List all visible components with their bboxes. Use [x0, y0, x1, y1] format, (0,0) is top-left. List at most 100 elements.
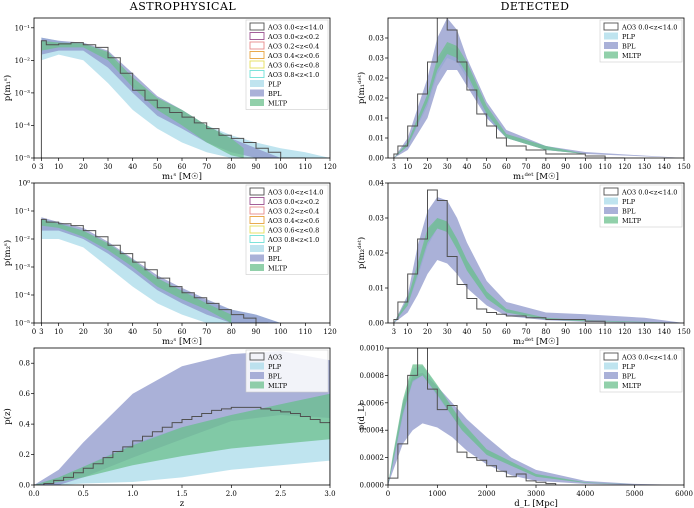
x-tick-label: 110	[299, 328, 312, 336]
y-axis-label: p(m₂ˢ)	[2, 240, 13, 266]
legend-entry: AO3 0.0<z<14.0	[621, 354, 677, 362]
legend-entry: AO3 0.0<z<14.0	[621, 24, 677, 32]
legend-swatch-plp	[604, 362, 618, 370]
legend-swatch	[249, 22, 265, 31]
x-tick-label: 80	[541, 163, 550, 171]
x-tick-label: 40	[128, 328, 137, 336]
legend-swatch	[603, 22, 619, 31]
histogram-ao3	[393, 18, 625, 158]
x-tick-label: 70	[202, 163, 211, 171]
y-tick-label: 0.0004	[360, 427, 385, 435]
legend-entry: BPL	[622, 43, 636, 51]
legend-entry: BPL	[622, 208, 636, 216]
panels: 0 3 10 20 30 40 50 60 70 80 90 100 110 12010⁻⁵10⁻⁴10⁻…	[2, 17, 693, 508]
legend-swatch-plp	[250, 80, 264, 87]
histogram-ao3	[388, 348, 557, 485]
x-tick-label: 3	[39, 328, 43, 336]
y-tick-label: 0.02	[368, 95, 384, 103]
x-tick-label: 50	[153, 328, 162, 336]
x-tick-label: 10	[403, 328, 412, 336]
right-column-title: DETECTED	[501, 0, 570, 13]
legend-swatch-bpl	[250, 254, 264, 262]
legend-entry: AO3 0.8<z<1.0	[267, 236, 319, 244]
x-tick-label: 90	[252, 163, 261, 171]
legend-frame	[599, 19, 683, 63]
x-tick-label: 20	[423, 163, 432, 171]
x-tick-label: 60	[502, 163, 511, 171]
x-tick-label: 3	[392, 163, 396, 171]
y-tick-label: 10⁻³	[15, 89, 31, 97]
band-bpl	[393, 197, 684, 323]
x-tick-label: 130	[638, 328, 651, 336]
legend-swatch-plp	[250, 245, 264, 252]
panel-astro_z: 0.0 0.5 1.0 1.5 2.0 2.5 3.0 0.0 0.2 0.4 0.6 0.8 z p(z…	[2, 347, 336, 508]
legend-swatch	[249, 70, 265, 78]
legend-entry: PLP	[268, 246, 282, 254]
x-tick-label: 4000	[576, 490, 594, 498]
x-tick-label: 0	[386, 490, 390, 498]
x-tick-label: 60	[502, 328, 511, 336]
y-tick-label: 0.03	[368, 35, 384, 43]
y-tick-label: 10⁻¹	[15, 208, 31, 216]
x-tick-label: 20	[79, 163, 88, 171]
x-tick-label: 100	[274, 163, 287, 171]
band-bpl	[388, 372, 684, 485]
legend-swatch-bpl	[250, 372, 264, 379]
x-tick-label: 10	[54, 163, 63, 171]
x-tick-label: 1.5	[176, 490, 187, 498]
legend-swatch-plp	[250, 362, 264, 370]
x-tick-label: 150	[677, 328, 690, 336]
x-tick-label: 140	[658, 328, 671, 336]
legend-swatch-mltp	[250, 264, 264, 271]
legend-entry: AO3 0.4<z<0.6	[267, 217, 319, 225]
x-tick-label: 10	[54, 328, 63, 336]
band-bpl	[41, 37, 281, 158]
histogram-ao3	[40, 40, 306, 158]
plot-layer	[388, 348, 684, 485]
x-tick-label: 80	[227, 328, 236, 336]
x-tick-label: 120	[618, 328, 631, 336]
y-tick-label: 0.01	[368, 285, 384, 293]
legend-entry: AO3 0.6<z<0.8	[267, 227, 319, 235]
x-tick-label: 60	[178, 163, 187, 171]
legend-swatch-plp	[604, 197, 618, 205]
y-tick-label: 0.4	[19, 421, 31, 429]
legend-entry: AO3 0.2<z<0.4	[267, 208, 319, 216]
x-axis-label: m₁ˢ [M☉]	[162, 172, 202, 182]
x-tick-label: 120	[618, 163, 631, 171]
x-tick-label: 120	[323, 328, 336, 336]
x-tick-label: 40	[462, 328, 471, 336]
legend-entry: PLP	[622, 198, 636, 206]
legend-swatch-mltp	[250, 99, 264, 106]
legend-swatch	[249, 60, 265, 69]
legend-swatch-mltp	[250, 381, 264, 389]
y-axis-label: p(m₁ᵈᵉᵗ)	[356, 72, 367, 104]
legend-entry: MLTP	[268, 382, 288, 390]
legend-swatch-bpl	[604, 207, 618, 214]
x-tick-label: 20	[423, 328, 432, 336]
legend-swatch	[249, 32, 265, 40]
legend-swatch-bpl	[604, 372, 618, 379]
x-tick-label: 30	[443, 163, 452, 171]
x-tick-label: 50	[153, 163, 162, 171]
legend-entry: AO3 0.0<z<14.0	[267, 24, 323, 32]
y-tick-label: 0.01	[368, 115, 384, 123]
legend-swatch-plp	[604, 32, 618, 40]
x-tick-label: 60	[178, 328, 187, 336]
plot-layer	[40, 217, 330, 323]
x-tick-label: 3	[392, 328, 396, 336]
x-tick-label: 0	[32, 163, 36, 171]
band-mltp	[41, 40, 244, 158]
legend-entry: BPL	[268, 90, 282, 98]
panel-det_m1: 3 10 20 30 40 50 60 70 80 90 100 110 120 130 140 150 0.0…	[356, 17, 691, 182]
x-tick-label: 6000	[675, 490, 693, 498]
y-tick-label: 10⁻³	[15, 264, 31, 272]
legend-swatch	[249, 197, 265, 205]
legend-swatch	[603, 187, 619, 196]
legend-swatch	[249, 206, 265, 215]
legend-frame	[245, 184, 329, 275]
panel-astro_m2: 0 3 10 20 30 40 50 60 70 80 90 100 110 120 10⁻⁵ 10⁻⁴ 10⁻…	[2, 180, 337, 348]
x-tick-label: 110	[299, 163, 312, 171]
